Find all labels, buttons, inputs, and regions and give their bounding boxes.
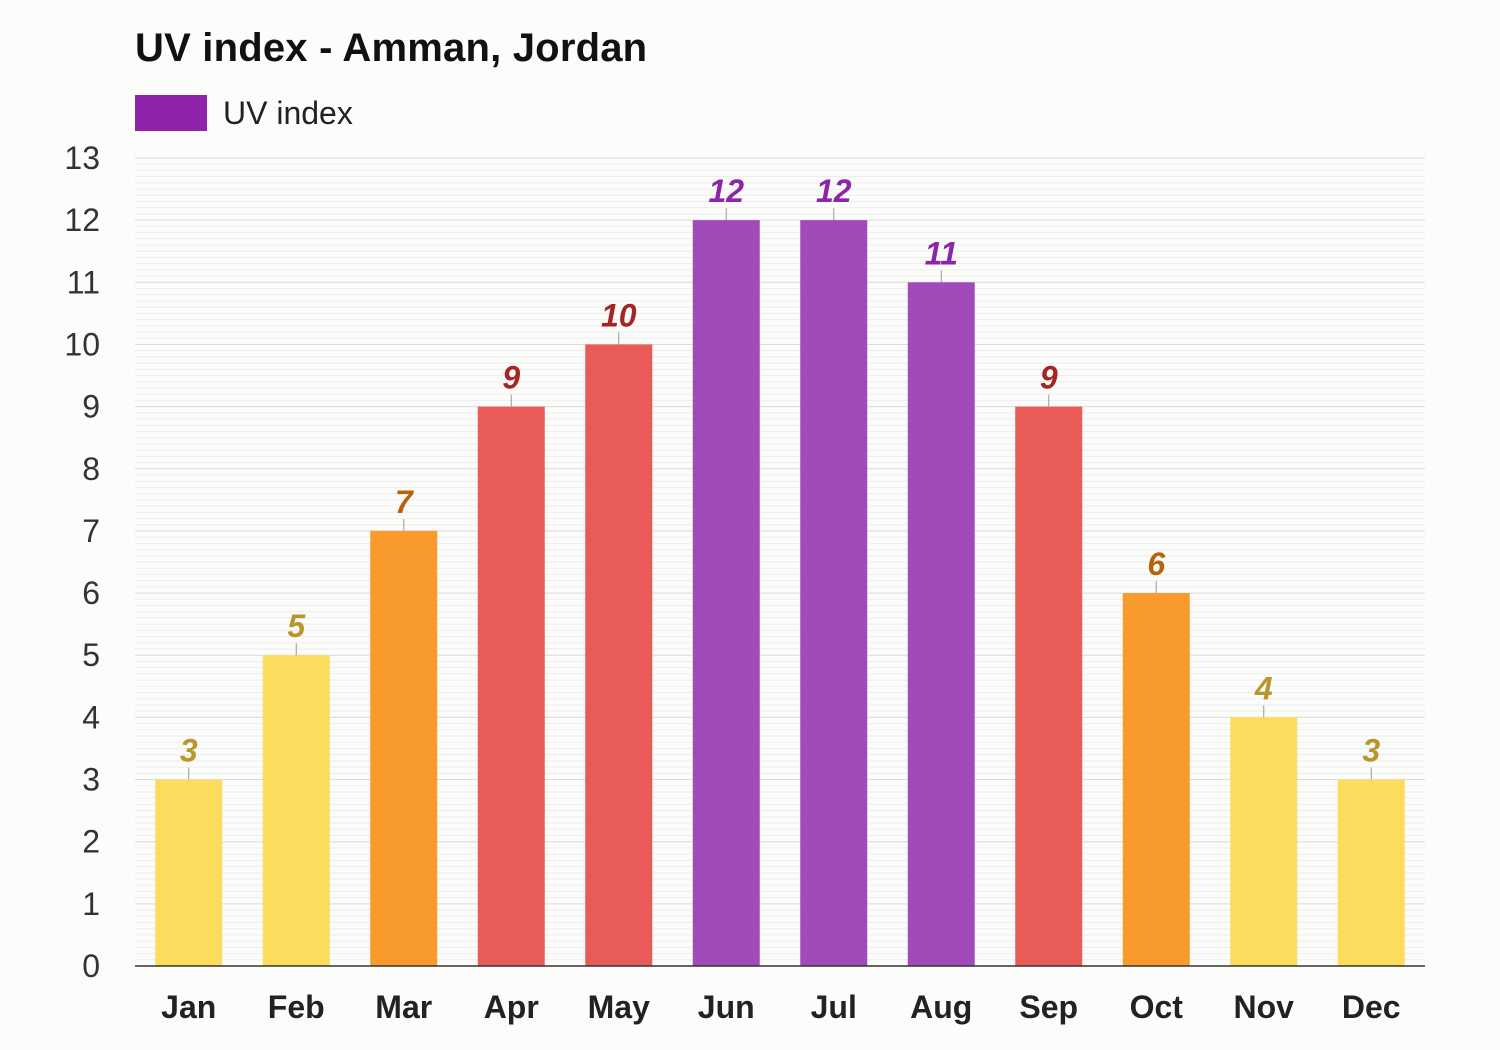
bar bbox=[155, 779, 223, 966]
data-label: 12 bbox=[816, 173, 852, 209]
bar bbox=[1122, 593, 1190, 966]
x-tick-label: Nov bbox=[1234, 989, 1295, 1025]
legend-label: UV index bbox=[223, 94, 353, 131]
y-tick-label: 7 bbox=[82, 513, 100, 549]
bars bbox=[155, 220, 1405, 967]
legend-swatch bbox=[135, 95, 207, 131]
y-tick-label: 2 bbox=[82, 824, 100, 860]
x-tick-label: Dec bbox=[1342, 989, 1401, 1025]
data-label: 12 bbox=[708, 173, 744, 209]
x-tick-label: Sep bbox=[1019, 989, 1078, 1025]
y-tick-label: 0 bbox=[82, 948, 100, 984]
data-label: 9 bbox=[502, 360, 520, 396]
bar bbox=[370, 530, 438, 966]
y-tick-label: 8 bbox=[82, 451, 100, 487]
data-label: 5 bbox=[287, 608, 306, 644]
data-label: 7 bbox=[395, 484, 415, 520]
bar bbox=[477, 406, 545, 967]
data-label: 11 bbox=[925, 235, 958, 271]
y-tick-label: 12 bbox=[64, 202, 100, 238]
bar bbox=[800, 220, 868, 967]
y-tick-label: 6 bbox=[82, 575, 100, 611]
legend: UV index bbox=[135, 95, 353, 131]
data-label: 6 bbox=[1147, 546, 1165, 582]
bar bbox=[1015, 406, 1083, 967]
x-tick-label: Apr bbox=[484, 989, 539, 1025]
x-tick-label: Mar bbox=[375, 989, 432, 1025]
data-label: 10 bbox=[601, 297, 637, 333]
chart-title: UV index - Amman, Jordan bbox=[135, 26, 648, 70]
bar bbox=[692, 220, 760, 967]
x-tick-label: Jan bbox=[161, 989, 216, 1025]
x-tick-label: Aug bbox=[910, 989, 972, 1025]
bar bbox=[1230, 717, 1298, 966]
data-label: 4 bbox=[1254, 670, 1273, 706]
bar bbox=[907, 282, 975, 966]
x-tick-label: May bbox=[588, 989, 650, 1025]
y-tick-label: 10 bbox=[64, 326, 100, 362]
data-label: 3 bbox=[1362, 733, 1380, 769]
y-tick-label: 3 bbox=[82, 762, 100, 798]
data-label: 9 bbox=[1040, 360, 1058, 396]
x-tick-label: Oct bbox=[1130, 989, 1184, 1025]
x-tick-label: Jun bbox=[698, 989, 755, 1025]
y-tick-label: 1 bbox=[82, 886, 100, 922]
bar bbox=[1337, 779, 1405, 966]
data-label: 3 bbox=[180, 733, 198, 769]
bar bbox=[585, 344, 653, 966]
x-axis-ticks: Jan Feb Mar Apr May Jun Jul Aug Sep Oct Nov Dec bbox=[161, 989, 1400, 1025]
y-tick-label: 11 bbox=[67, 264, 100, 300]
y-tick-label: 4 bbox=[82, 699, 100, 735]
bar bbox=[262, 655, 330, 966]
x-tick-label: Feb bbox=[268, 989, 325, 1025]
y-tick-label: 13 bbox=[64, 140, 100, 176]
x-tick-label: Jul bbox=[811, 989, 857, 1025]
y-tick-label: 9 bbox=[82, 389, 100, 425]
data-labels: 3 5 7 9 10 12 12 11 9 6 4 3 bbox=[180, 173, 1380, 780]
y-tick-label: 5 bbox=[82, 637, 100, 673]
